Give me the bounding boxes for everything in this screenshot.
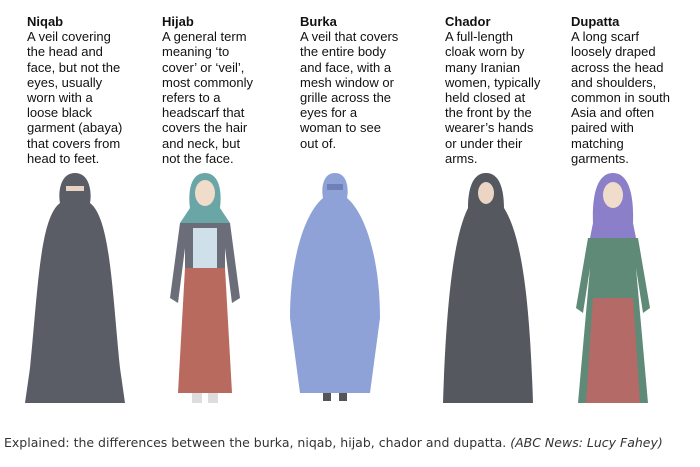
caption-source: (ABC News: Lucy Fahey) (510, 435, 663, 450)
chador-illustration (443, 173, 533, 403)
garment-description-line: head to feet. (27, 150, 100, 166)
garment-description-line: loose black (27, 105, 93, 121)
garment-description-line: A veil that covers (300, 29, 399, 45)
garment-description-line: A general term (162, 29, 247, 45)
garment-description-line: and shoulders, (571, 74, 657, 90)
garment-description-line: the head and (27, 44, 103, 60)
garment-description-line: arms. (445, 150, 478, 166)
garment-description-line: held closed at (445, 90, 526, 106)
caption-text: Explained: the differences between the b… (4, 435, 507, 450)
garment-description-line: A veil covering (27, 29, 111, 45)
garment-hijab: Hijab A general term meaning ‘to cover’ or … (162, 14, 253, 166)
garment-dupatta: Dupatta A long scarf loosely draped across … (571, 14, 670, 166)
garment-description-line: meaning ‘to (162, 44, 230, 60)
dupatta-illustration (576, 173, 650, 403)
garment-description-line: cover’ or ‘veil’, (162, 59, 245, 75)
garment-description-line: matching (571, 135, 624, 151)
garment-description-line: or under their (445, 135, 523, 151)
garment-description-line: that covers from (27, 135, 121, 151)
garment-title: Niqab (27, 14, 64, 29)
garment-description-line: Asia and often (571, 105, 655, 121)
garment-description-line: most commonly (162, 74, 254, 90)
garment-description-line: garments. (571, 150, 629, 166)
garment-description-line: covers the hair (162, 120, 248, 136)
garment-description-line: out of. (300, 135, 337, 151)
garment-title: Chador (445, 14, 491, 29)
garment-description-line: wearer’s hands (445, 120, 534, 136)
garment-description-line: women, typically (445, 74, 541, 90)
garment-description-line: woman to see (300, 120, 381, 136)
garment-description-line: headscarf that (162, 105, 245, 121)
garment-title: Hijab (162, 14, 194, 29)
garment-description-line: worn with a (27, 90, 93, 106)
garment-description-line: A long scarf (571, 29, 639, 45)
garment-burka: Burka A veil that covers the entire body an… (300, 14, 398, 151)
garment-description-line: and face, with a (300, 59, 392, 75)
niqab-illustration (25, 173, 125, 403)
image-caption: Explained: the differences between the b… (4, 435, 663, 450)
garment-description-line: cloak worn by (445, 44, 525, 60)
garment-description-line: face, but not the (27, 59, 121, 75)
garment-title: Burka (300, 14, 337, 29)
hijab-illustration (170, 173, 240, 403)
garment-description-line: garment (abaya) (27, 120, 123, 136)
garment-chador: Chador A full-length cloak worn by many Ira… (445, 14, 540, 166)
garment-niqab: Niqab A veil covering the head and face, bu… (27, 14, 122, 166)
garment-description-line: not the face. (162, 150, 234, 166)
garment-description-line: eyes, usually (27, 74, 103, 90)
garment-description-line: paired with (571, 120, 634, 136)
garment-description-line: grille across the (300, 90, 392, 106)
garment-description-line: across the head (571, 59, 664, 75)
garment-description-line: loosely draped (571, 44, 656, 60)
garment-description-line: A full-length (445, 29, 513, 45)
garment-description-line: the entire body (300, 44, 387, 60)
garment-description-line: many Iranian (445, 59, 521, 75)
garment-description-line: the front by the (445, 105, 532, 121)
garment-description-line: refers to a (162, 90, 221, 106)
garment-title: Dupatta (571, 14, 620, 29)
burka-illustration (290, 173, 380, 401)
garment-description-line: and neck, but (162, 135, 241, 151)
garment-description-line: eyes for a (300, 105, 358, 121)
garment-description-line: mesh window or (300, 74, 394, 90)
garment-description-line: common in south (571, 90, 670, 106)
